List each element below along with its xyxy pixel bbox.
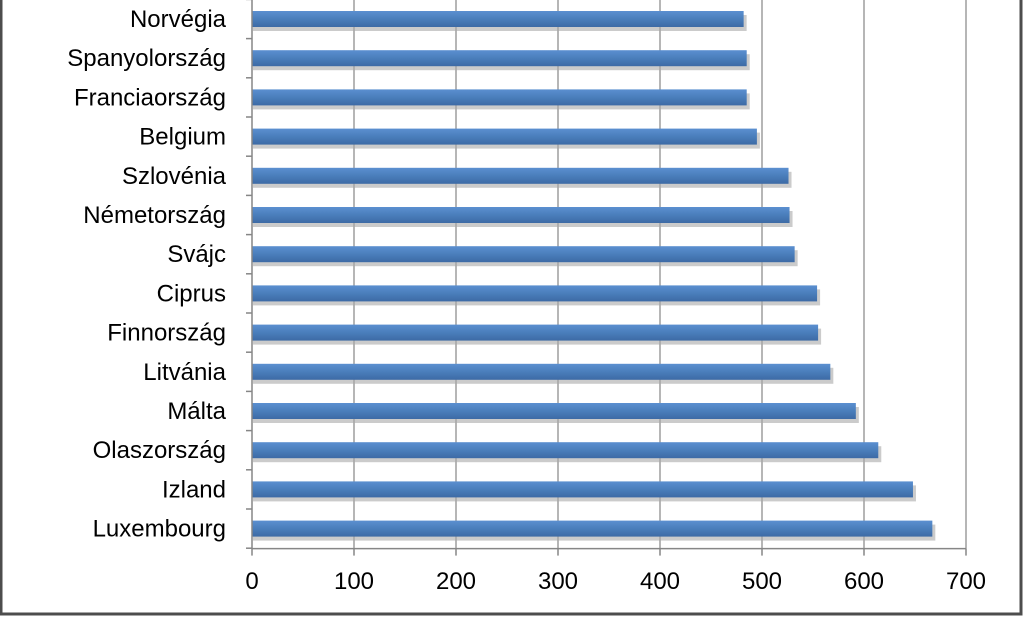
category-label: Luxembourg <box>93 516 226 543</box>
axes <box>246 0 967 556</box>
category-label: Litvánia <box>143 359 226 386</box>
category-label: Finnország <box>107 320 226 347</box>
category-label: Franciaország <box>74 84 226 111</box>
bar <box>252 403 856 419</box>
bar <box>252 207 790 223</box>
tick-labels: 0 100 200 300 400 500 600 700 <box>245 568 986 595</box>
category-label: Szlovénia <box>122 163 227 190</box>
bar <box>252 442 879 459</box>
bar <box>252 246 795 263</box>
bar <box>252 520 933 537</box>
bar <box>252 167 789 184</box>
category-label: Olaszország <box>93 437 226 464</box>
bar <box>252 481 913 498</box>
bar <box>252 11 744 27</box>
category-label: Ciprus <box>157 280 226 307</box>
tick-label: 600 <box>844 568 884 595</box>
category-label: Németország <box>83 202 226 229</box>
category-label: Norvégia <box>130 6 227 33</box>
bars <box>252 11 936 541</box>
bar <box>252 363 831 380</box>
bar <box>252 50 747 67</box>
category-label: Svájc <box>167 241 226 268</box>
bar <box>252 89 747 106</box>
tick-label: 700 <box>946 568 986 595</box>
category-label: Belgium <box>139 124 226 151</box>
bar <box>252 324 819 341</box>
bar <box>252 128 757 145</box>
category-label: Málta <box>167 398 226 425</box>
category-label: Spanyolország <box>67 45 226 72</box>
tick-label: 100 <box>334 568 374 595</box>
tick-label: 400 <box>640 568 680 595</box>
tick-label: 200 <box>436 568 476 595</box>
category-label: Izland <box>162 476 226 503</box>
bar <box>252 285 818 302</box>
tick-label: 300 <box>538 568 578 595</box>
category-labels: Norvégia Spanyolország Franciaország Belgiu… <box>67 6 226 543</box>
tick-label: 500 <box>742 568 782 595</box>
tick-label: 0 <box>245 568 258 595</box>
